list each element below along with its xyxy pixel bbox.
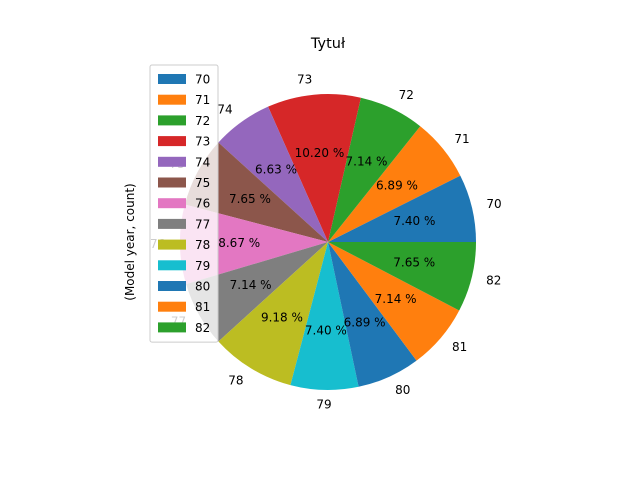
slice-percent-77: 7.14 % bbox=[230, 278, 272, 292]
slice-percent-76: 8.67 % bbox=[218, 236, 260, 250]
slice-label-82: 82 bbox=[486, 273, 501, 287]
legend-swatch-79 bbox=[158, 260, 186, 271]
pie-slice-74 bbox=[218, 106, 328, 243]
slice-percent-73: 10.20 % bbox=[295, 146, 345, 160]
legend-swatch-71 bbox=[158, 94, 186, 105]
legend-label-73: 73 bbox=[195, 135, 210, 149]
slice-label-73: 73 bbox=[297, 72, 312, 86]
legend-label-70: 70 bbox=[195, 73, 210, 87]
legend-label-80: 80 bbox=[195, 280, 210, 294]
pie-slice-80 bbox=[328, 242, 417, 387]
legend-swatch-76 bbox=[158, 198, 186, 209]
percentage-labels: 7.40 %6.89 %7.14 %10.20 %6.63 %7.65 %8.6… bbox=[218, 146, 435, 337]
legend-label-78: 78 bbox=[195, 238, 210, 252]
slice-label-70: 70 bbox=[486, 197, 501, 211]
legend-swatch-74 bbox=[158, 156, 186, 167]
chart-title: Tytuł bbox=[310, 36, 346, 52]
legend-swatch-82 bbox=[158, 322, 186, 333]
y-axis-label: (Model year, count) bbox=[123, 183, 137, 300]
legend-label-81: 81 bbox=[195, 300, 210, 314]
legend-swatch-72 bbox=[158, 115, 186, 126]
pie-slice-71 bbox=[328, 126, 461, 242]
legend-swatch-70 bbox=[158, 74, 186, 84]
legend: 70 71 72 73 74 75 76 77 78 79 80 81 82 bbox=[149, 64, 219, 343]
slice-percent-81: 7.14 % bbox=[375, 292, 417, 306]
legend-label-75: 75 bbox=[195, 176, 210, 190]
legend-swatch-73 bbox=[158, 136, 186, 147]
slice-percent-78: 9.18 % bbox=[261, 310, 303, 324]
pie-slice-72 bbox=[328, 97, 421, 242]
pie-slice-78 bbox=[218, 242, 328, 386]
slice-label-80: 80 bbox=[395, 383, 410, 397]
legend-label-72: 72 bbox=[195, 114, 210, 128]
legend-swatch-80 bbox=[158, 281, 186, 291]
slice-percent-72: 7.14 % bbox=[346, 154, 388, 168]
slice-label-81: 81 bbox=[452, 340, 467, 354]
pie-slice-79 bbox=[290, 242, 359, 391]
slice-label-79: 79 bbox=[316, 397, 331, 411]
pie-slice-77 bbox=[186, 242, 328, 342]
slice-label-72: 72 bbox=[399, 88, 414, 102]
slice-percent-70: 7.40 % bbox=[393, 214, 435, 228]
pie-slice-70 bbox=[328, 175, 476, 242]
legend-label-77: 77 bbox=[195, 217, 210, 231]
slice-percent-75: 7.65 % bbox=[229, 192, 271, 206]
slice-percent-82: 7.65 % bbox=[393, 256, 435, 270]
slice-label-78: 78 bbox=[228, 374, 243, 388]
legend-label-82: 82 bbox=[195, 321, 210, 335]
legend-swatch-78 bbox=[158, 239, 186, 250]
legend-label-71: 71 bbox=[195, 93, 210, 107]
slice-percent-79: 7.40 % bbox=[305, 323, 347, 337]
slice-percent-71: 6.89 % bbox=[376, 179, 418, 193]
legend-label-79: 79 bbox=[195, 259, 210, 273]
pie-slices bbox=[180, 94, 476, 391]
pie-slice-81 bbox=[328, 242, 460, 361]
pie-slice-75 bbox=[184, 142, 328, 242]
pie-slice-73 bbox=[268, 94, 361, 243]
legend-label-76: 76 bbox=[195, 197, 210, 211]
legend-swatch-75 bbox=[158, 177, 186, 188]
pie-slice-82 bbox=[328, 242, 476, 311]
slice-label-74: 74 bbox=[217, 103, 232, 117]
slice-percent-80: 6.89 % bbox=[344, 315, 386, 329]
legend-swatch-81 bbox=[158, 301, 186, 312]
slice-label-71: 71 bbox=[454, 132, 469, 146]
slice-percent-74: 6.63 % bbox=[255, 163, 297, 177]
legend-swatch-77 bbox=[158, 218, 186, 229]
legend-label-74: 74 bbox=[195, 155, 210, 169]
